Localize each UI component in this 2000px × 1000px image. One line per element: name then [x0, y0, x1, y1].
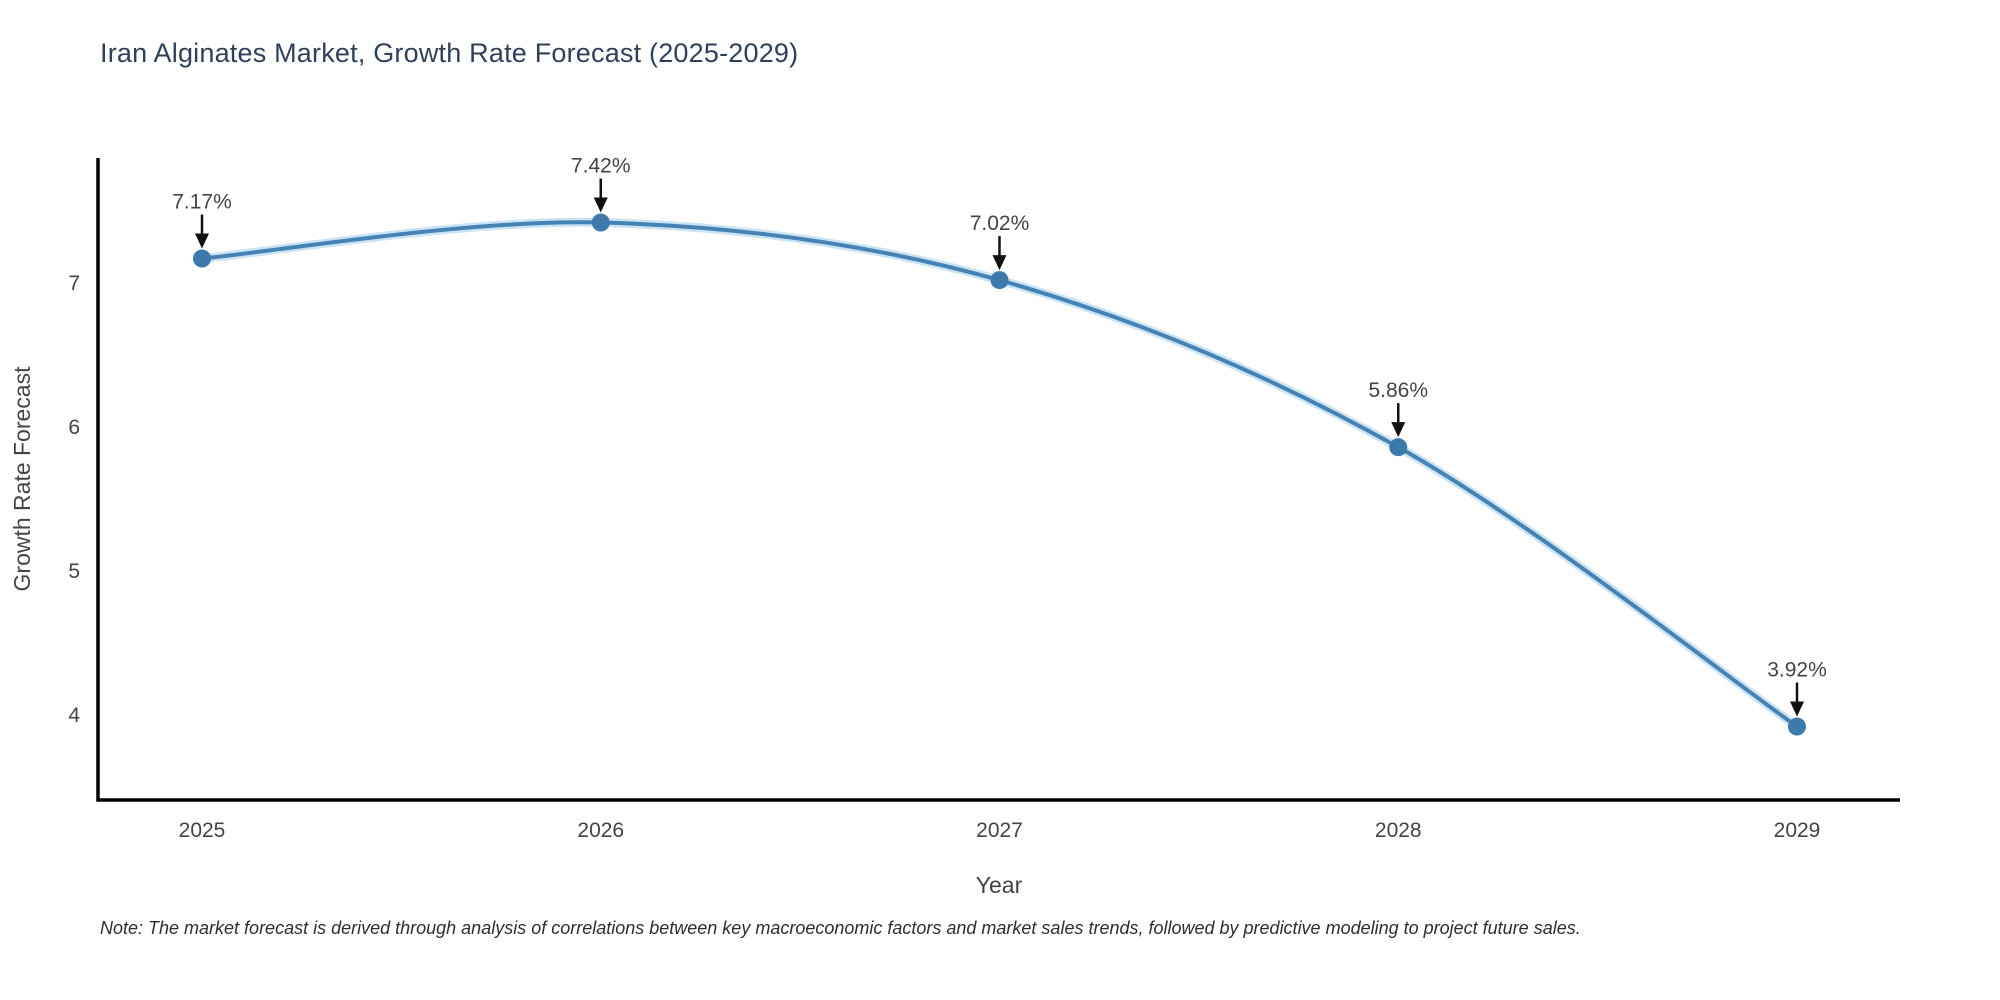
point-value-label: 7.42% — [571, 155, 631, 178]
chart-title: Iran Alginates Market, Growth Rate Forec… — [100, 38, 799, 68]
y-tick-label: 4 — [68, 704, 80, 727]
data-point-marker — [990, 271, 1009, 290]
x-tick-label: 2029 — [1774, 819, 1821, 842]
annotation-arrowhead-icon — [1391, 422, 1406, 438]
y-tick-label: 7 — [68, 272, 80, 295]
annotation-arrowhead-icon — [195, 233, 209, 249]
data-point-marker — [591, 213, 610, 232]
y-axis-title: Growth Rate Forecast — [9, 366, 35, 592]
point-value-label: 5.86% — [1368, 379, 1428, 402]
x-tick-label: 2027 — [976, 819, 1023, 842]
point-value-label: 7.02% — [970, 212, 1030, 235]
axes-spines — [96, 158, 1900, 802]
data-point-marker — [193, 249, 211, 268]
x-axis-title: Year — [976, 872, 1023, 898]
x-tick-label: 2028 — [1375, 819, 1422, 842]
point-value-label: 7.17% — [172, 191, 232, 214]
annotation-arrowhead-icon — [1790, 701, 1804, 717]
data-point-marker — [1389, 438, 1408, 457]
x-tick-label: 2026 — [577, 819, 624, 842]
series-line — [200, 220, 1799, 729]
footnote: Note: The market forecast is derived thr… — [100, 918, 1581, 938]
x-tick-label: 2025 — [179, 819, 226, 842]
data-point-marker — [1788, 717, 1806, 736]
series-line-glow — [197, 217, 1802, 732]
annotation-arrowhead-icon — [593, 197, 608, 213]
point-value-label: 3.92% — [1767, 659, 1827, 682]
y-tick-label: 6 — [68, 416, 80, 439]
y-tick-label: 5 — [68, 560, 80, 583]
annotation-arrowhead-icon — [992, 255, 1007, 271]
